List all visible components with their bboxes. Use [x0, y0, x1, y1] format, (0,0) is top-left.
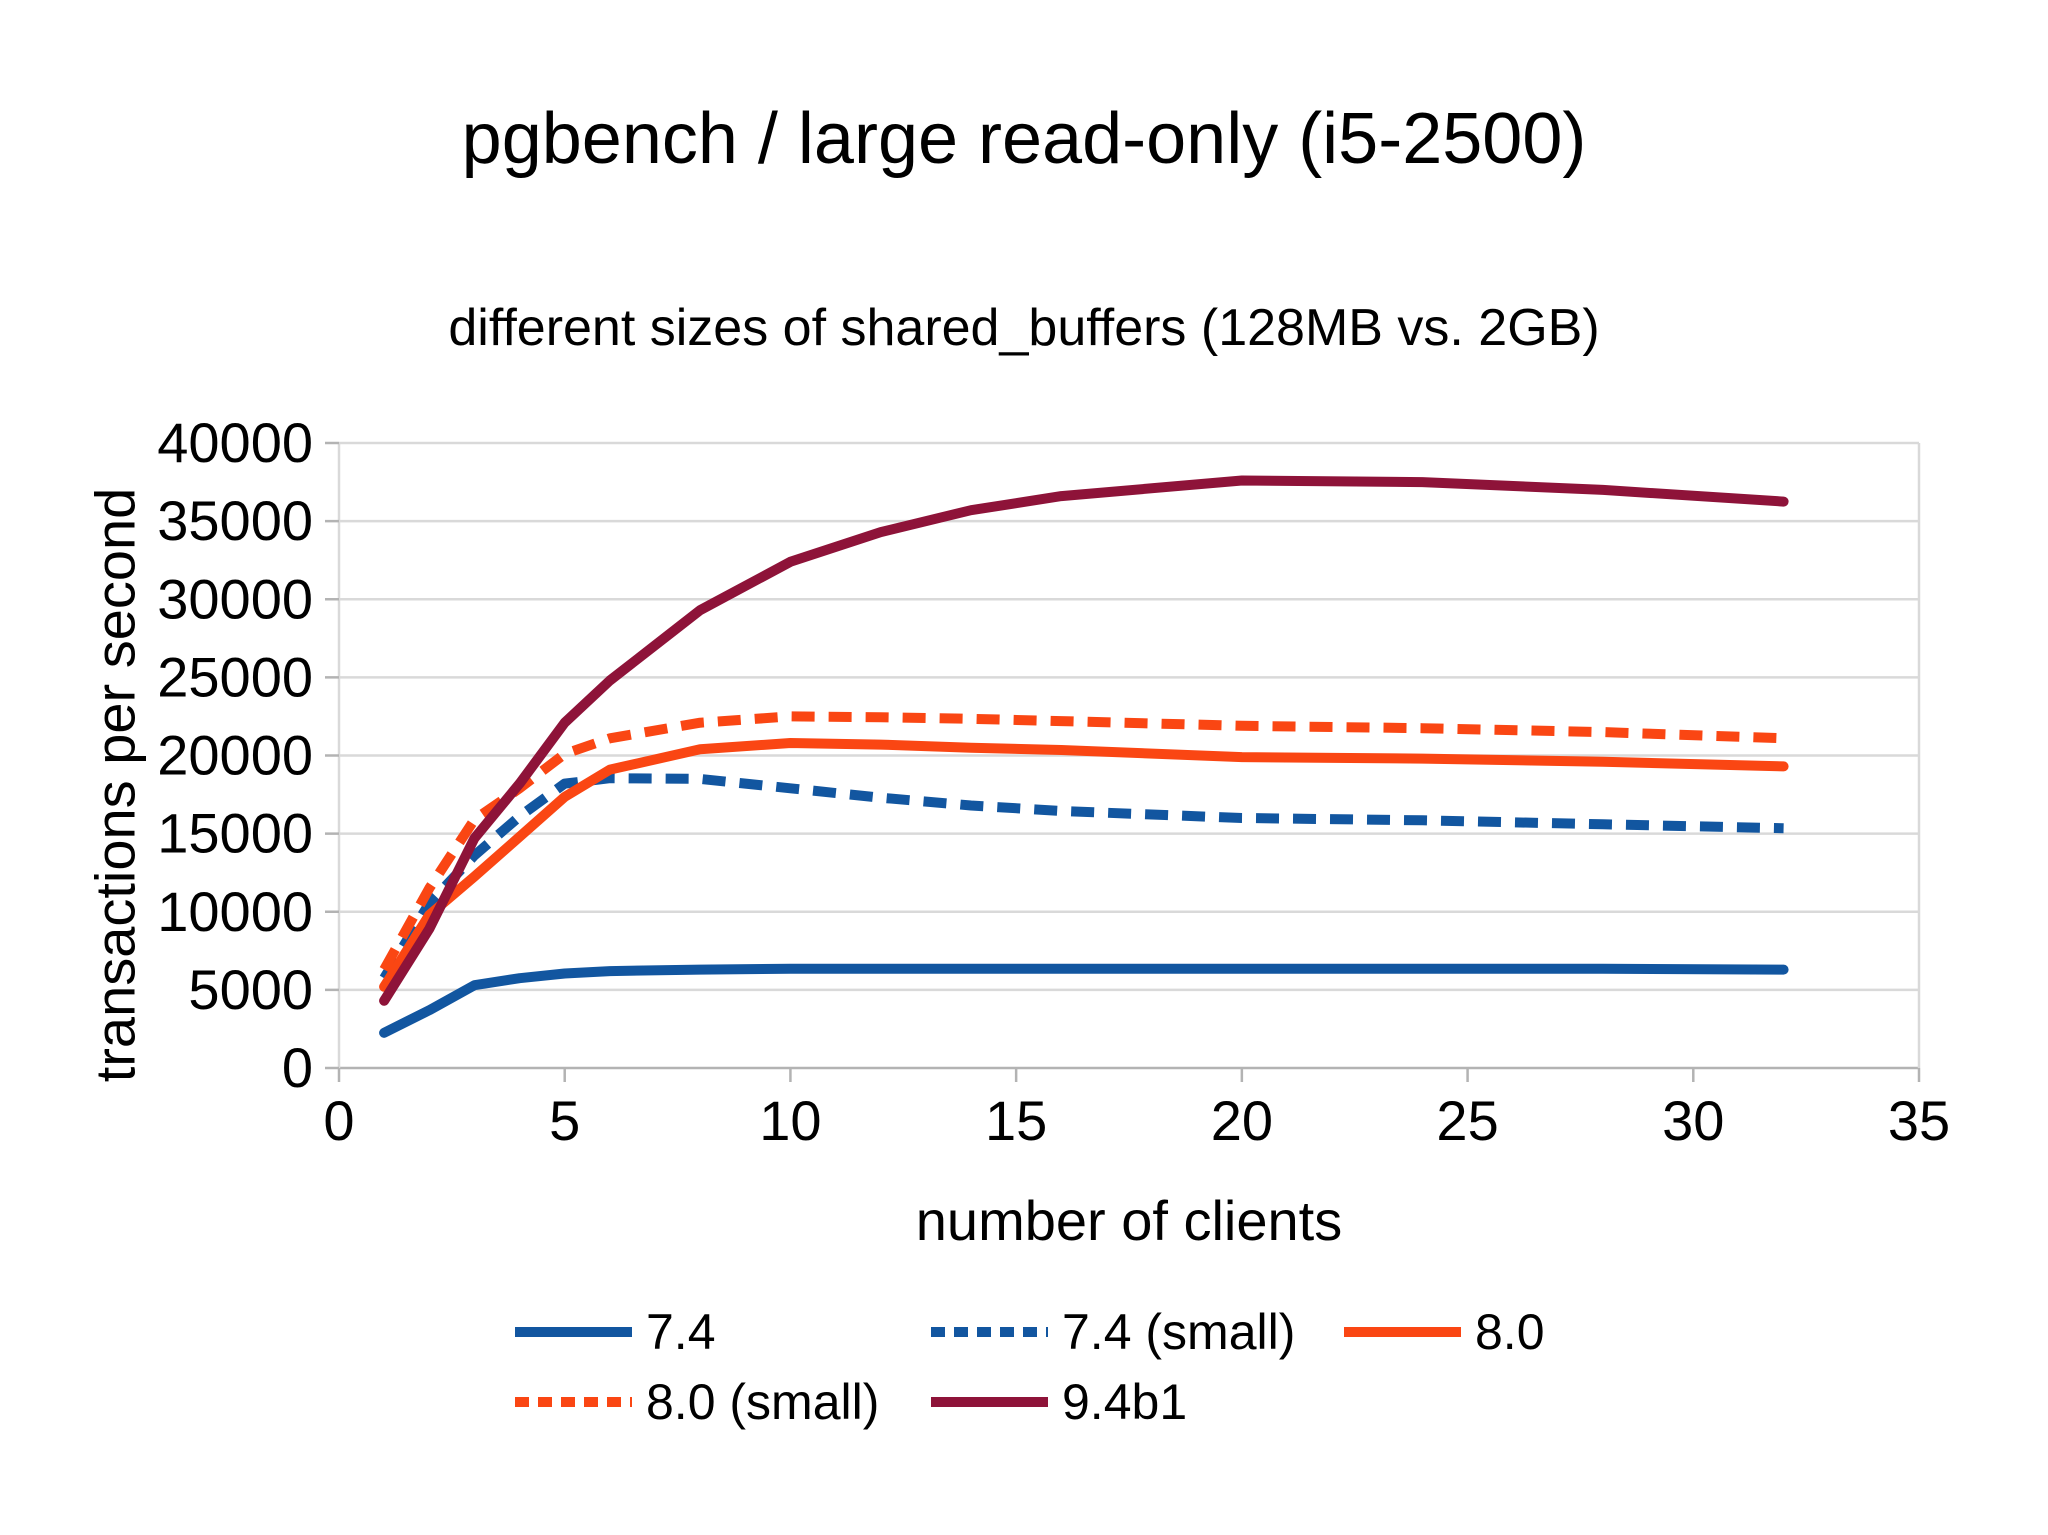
legend-label: 7.4 [646, 1304, 716, 1360]
legend-swatch-solid-blue-icon [515, 1327, 632, 1337]
y-tick-label: 40000 [157, 411, 313, 474]
series-line-8-0 [379, 738, 1789, 992]
axes [325, 441, 1921, 1082]
y-tick-label: 30000 [157, 567, 313, 630]
y-axis-title: transactions per second [83, 487, 147, 1083]
series-line-8-0-small- [379, 711, 1784, 973]
legend-label: 8.0 (small) [646, 1374, 880, 1430]
legend-item-8-0: 8.0 [1344, 1304, 1545, 1360]
legend-label: 7.4 (small) [1062, 1304, 1296, 1360]
x-tick-label: 10 [759, 1089, 821, 1152]
x-tick-label: 20 [1211, 1089, 1273, 1152]
chart-title: pgbench / large read-only (i5-2500) [461, 99, 1587, 179]
legend-item-9-4b1: 9.4b1 [931, 1374, 1187, 1430]
legend-swatch-solid-maroon-icon [931, 1397, 1048, 1407]
y-tick-label: 15000 [157, 802, 313, 865]
legend-label: 8.0 [1475, 1304, 1545, 1360]
tick-labels: 0 5000 10000 15000 20000 25000 30000 35000 40000… [157, 411, 1950, 1152]
legend-swatch-solid-orange-icon [1344, 1327, 1461, 1337]
legend-item-7-4: 7.4 [515, 1304, 716, 1360]
series-line-9-4b1 [379, 475, 1789, 1006]
y-tick-label: 0 [282, 1036, 313, 1099]
series-lines [379, 475, 1789, 1038]
series-line-7-4 [379, 963, 1789, 1038]
x-tick-label: 35 [1888, 1089, 1950, 1152]
y-tick-label: 10000 [157, 880, 313, 943]
chart-subtitle: different sizes of shared_buffers (128MB… [448, 299, 1600, 357]
x-tick-label: 25 [1436, 1089, 1498, 1152]
y-tick-label: 5000 [188, 958, 313, 1021]
legend-swatch-dashed-blue-icon [931, 1327, 1048, 1337]
y-tick-label: 25000 [157, 645, 313, 708]
legend-label: 9.4b1 [1062, 1374, 1188, 1430]
legend-item-8-0-small: 8.0 (small) [515, 1374, 879, 1430]
y-tick-label: 20000 [157, 724, 313, 787]
gridlines [337, 441, 1921, 1070]
legend-item-7-4-small: 7.4 (small) [931, 1304, 1295, 1360]
x-tick-label: 15 [985, 1089, 1047, 1152]
x-tick-label: 5 [549, 1089, 580, 1152]
x-tick-label: 0 [323, 1089, 354, 1152]
legend-swatch-dashed-orange-icon [515, 1397, 632, 1407]
x-tick-label: 30 [1662, 1089, 1724, 1152]
y-tick-label: 35000 [157, 489, 313, 552]
series-line-7-4-small- [379, 773, 1784, 981]
x-axis-title: number of clients [915, 1189, 1343, 1252]
